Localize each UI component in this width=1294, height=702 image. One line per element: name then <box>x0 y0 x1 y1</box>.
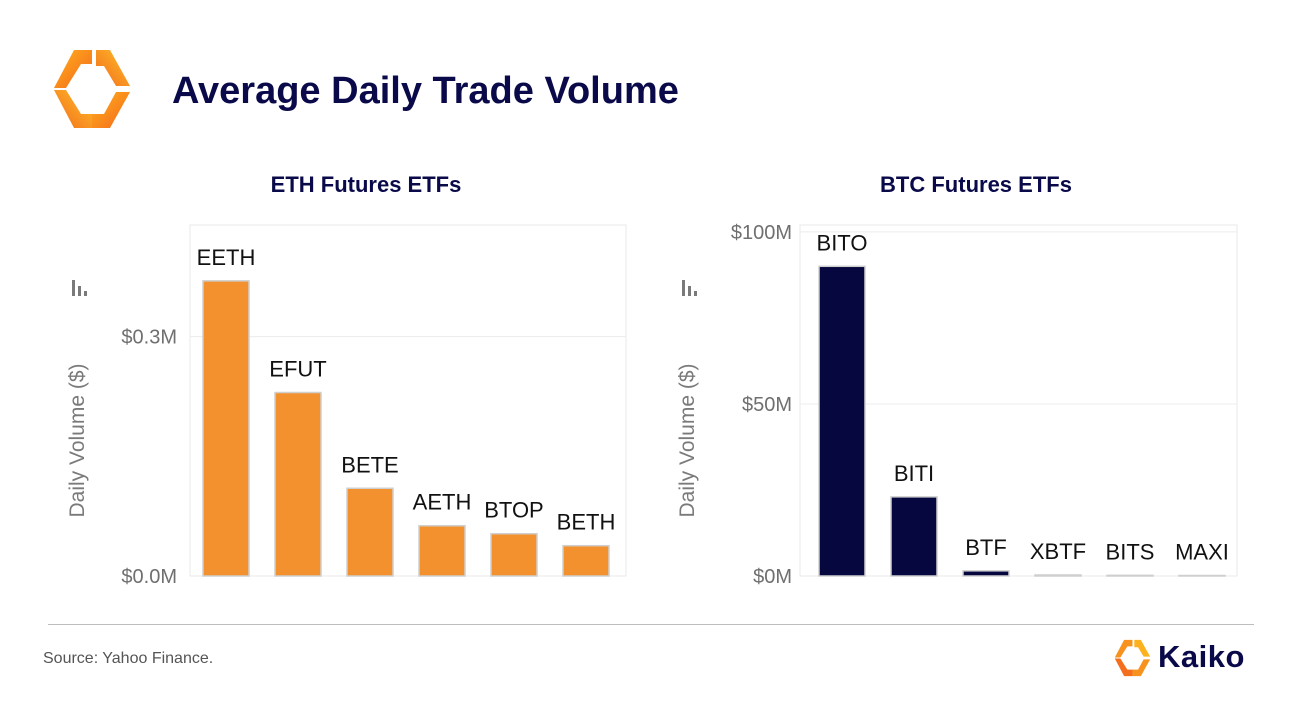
footer-divider <box>48 624 1254 625</box>
btc-bar-maxi <box>1178 574 1226 577</box>
eth-bar-aeth <box>418 524 466 577</box>
eth-bar-label-beth: BETH <box>557 510 616 535</box>
kaiko-small-logo-icon <box>1114 639 1151 677</box>
btc-plot-frame <box>799 224 1238 577</box>
page-title: Average Daily Trade Volume <box>172 70 679 112</box>
btc-axis-glyph-icon-bar-2 <box>688 286 691 296</box>
btc-bar-biti <box>890 496 938 577</box>
btc-y-axis-label: Daily Volume ($) <box>676 363 699 517</box>
btc-chart-title: BTC Futures ETFs <box>880 172 1072 197</box>
btc-y-tick-label-0: $100M <box>731 222 792 244</box>
eth-bar-label-aeth: AETH <box>413 490 472 515</box>
btc-y-tick-label-2: $0M <box>753 566 792 588</box>
btc-bar-btf <box>962 570 1010 577</box>
eth-axis-glyph-icon-bar-1 <box>72 280 75 296</box>
eth-bar-beth <box>562 544 610 577</box>
kaiko-brand: Kaiko <box>1112 634 1262 680</box>
eth-axis-glyph-icon-bar-3 <box>84 291 87 296</box>
eth-y-tick-label-1: $0.0M <box>121 566 177 588</box>
eth-plot-frame <box>189 224 627 577</box>
source-note: Source: Yahoo Finance. <box>43 650 214 667</box>
eth-bar-label-bete: BETE <box>341 452 398 477</box>
eth-bar-label-btop: BTOP <box>484 498 544 523</box>
btc-axis-glyph-icon-bar-1 <box>682 280 685 296</box>
btc-bar-bito <box>818 265 866 577</box>
kaiko-wordmark: Kaiko <box>1158 639 1245 674</box>
eth-bar-bete <box>346 487 394 577</box>
btc-bar-label-maxi: MAXI <box>1175 540 1229 565</box>
eth-axis-glyph-icon-bar-2 <box>78 286 81 296</box>
eth-y-axis-label: Daily Volume ($) <box>66 363 89 517</box>
btc-bar-label-bito: BITO <box>817 230 868 255</box>
btc-bar-label-btf: BTF <box>965 535 1007 560</box>
eth-bar-eeth <box>202 280 250 577</box>
eth-y-tick-label-0: $0.3M <box>121 327 177 349</box>
eth-bar-btop <box>490 532 538 577</box>
btc-axis-glyph-icon-bar-3 <box>694 291 697 296</box>
btc-bar-xbtf <box>1034 574 1082 577</box>
btc-bar-bits <box>1106 574 1154 577</box>
eth-chart-title: ETH Futures ETFs <box>270 172 462 197</box>
kaiko-logo-icon <box>54 50 130 128</box>
btc-bar-label-xbtf: XBTF <box>1030 539 1086 564</box>
eth-bar-label-efut: EFUT <box>269 357 326 382</box>
btc-bar-label-bits: BITS <box>1106 539 1155 564</box>
btc-bar-label-biti: BITI <box>894 461 934 486</box>
btc-y-tick-label-1: $50M <box>742 394 792 416</box>
eth-bar-efut <box>274 391 322 577</box>
eth-bar-label-eeth: EETH <box>197 245 256 270</box>
